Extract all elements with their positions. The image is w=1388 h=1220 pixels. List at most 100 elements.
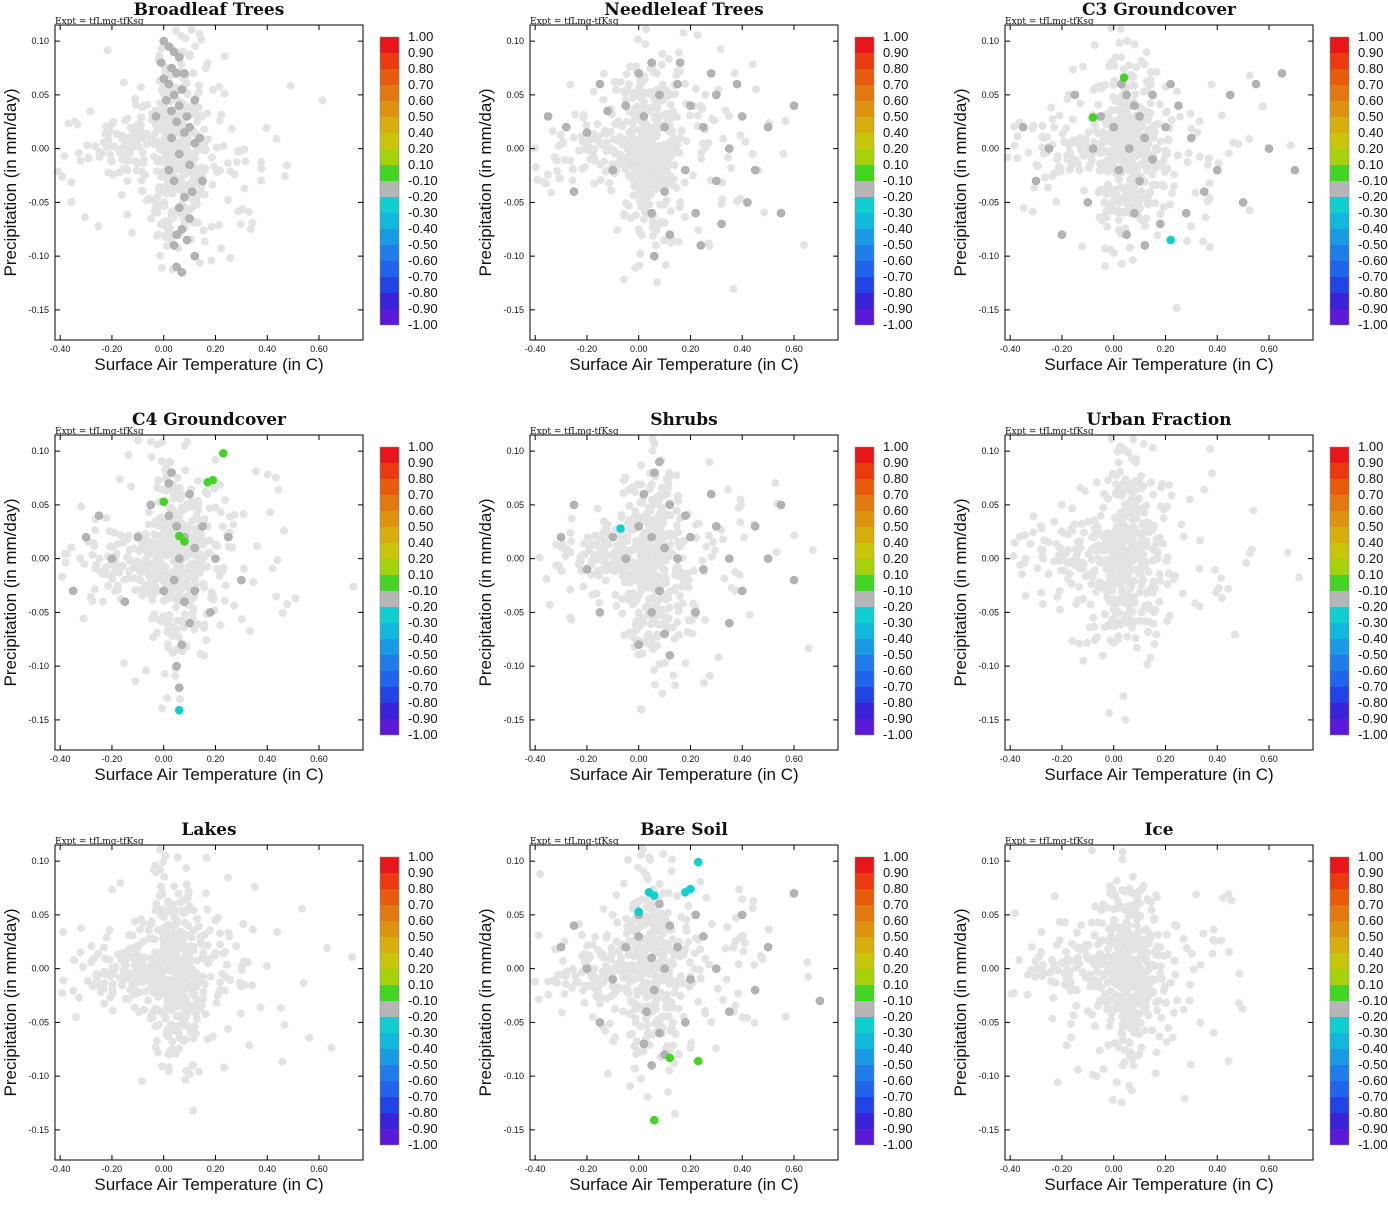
colorbar-swatch xyxy=(380,921,399,937)
colorbar-swatch xyxy=(855,133,874,149)
data-point xyxy=(676,592,684,600)
colorbar-swatch xyxy=(855,309,874,325)
data-point xyxy=(602,934,610,942)
data-point xyxy=(1141,558,1149,566)
data-point xyxy=(561,156,569,164)
data-point xyxy=(1287,141,1295,149)
colorbar-label: 0.70 xyxy=(1358,487,1383,502)
colorbar-label: -0.70 xyxy=(408,679,438,694)
data-point xyxy=(69,987,77,995)
data-point xyxy=(170,907,178,915)
colorbar-swatch xyxy=(855,479,874,495)
data-point xyxy=(177,934,185,942)
data-point xyxy=(658,50,666,58)
data-point xyxy=(1147,99,1155,107)
data-point xyxy=(86,107,94,115)
x-tick-label: 0.00 xyxy=(1105,754,1123,764)
data-point xyxy=(624,967,632,975)
data-point xyxy=(1152,630,1160,638)
colorbar-swatch xyxy=(1330,607,1349,623)
data-point xyxy=(1200,486,1208,494)
data-point xyxy=(666,1054,674,1062)
data-point xyxy=(1094,101,1102,109)
data-point xyxy=(196,650,204,658)
data-point xyxy=(674,80,682,88)
data-point xyxy=(213,542,221,550)
data-point xyxy=(220,1064,228,1072)
data-point xyxy=(274,486,282,494)
data-point xyxy=(625,502,633,510)
x-tick-label: -0.40 xyxy=(525,1164,546,1174)
colorbar-swatch xyxy=(1330,687,1349,703)
data-point xyxy=(707,490,715,498)
data-point xyxy=(1121,446,1129,454)
colorbar-label: 0.50 xyxy=(883,519,908,534)
data-point xyxy=(256,1004,264,1012)
data-point xyxy=(648,635,656,643)
data-point xyxy=(183,880,191,888)
colorbar-swatch xyxy=(380,655,399,671)
data-point xyxy=(533,176,541,184)
data-point xyxy=(156,145,164,153)
colorbar-label: -0.80 xyxy=(408,285,438,300)
colorbar-swatch xyxy=(1330,213,1349,229)
data-point xyxy=(635,522,643,530)
data-point xyxy=(673,521,681,529)
x-axis-label: Surface Air Temperature (in C) xyxy=(1044,765,1273,784)
colorbar-swatch xyxy=(1330,117,1349,133)
data-point xyxy=(176,695,184,703)
colorbar-label: 0.10 xyxy=(1358,157,1383,172)
colorbar-label: 0.70 xyxy=(883,487,908,502)
data-point xyxy=(1141,241,1149,249)
data-point xyxy=(736,571,744,579)
data-point xyxy=(118,191,126,199)
x-tick-label: 0.60 xyxy=(785,1164,803,1174)
data-point xyxy=(602,550,610,558)
data-point xyxy=(599,96,607,104)
data-point xyxy=(1011,539,1019,547)
data-point xyxy=(114,582,122,590)
data-point xyxy=(668,867,676,875)
data-point xyxy=(178,86,186,94)
data-point xyxy=(1206,243,1214,251)
data-point xyxy=(724,486,732,494)
colorbar-swatch xyxy=(1330,165,1349,181)
data-point xyxy=(59,928,67,936)
data-point xyxy=(633,1046,641,1054)
data-point xyxy=(1218,111,1226,119)
data-point xyxy=(69,587,77,595)
data-point xyxy=(676,67,684,75)
data-point xyxy=(1215,159,1223,167)
data-point xyxy=(666,922,674,930)
data-point xyxy=(583,129,591,137)
data-point xyxy=(197,36,205,44)
colorbar-swatch xyxy=(855,53,874,69)
data-point xyxy=(622,943,630,951)
colorbar-label: 0.10 xyxy=(883,567,908,582)
data-point xyxy=(733,80,741,88)
data-point xyxy=(1201,213,1209,221)
data-point xyxy=(1278,69,1286,77)
data-point xyxy=(106,543,114,551)
data-point xyxy=(642,135,650,143)
colorbar-label: -0.80 xyxy=(883,285,913,300)
data-point xyxy=(1059,130,1067,138)
data-point xyxy=(240,145,248,153)
data-point xyxy=(95,153,103,161)
data-point xyxy=(634,651,642,659)
x-tick-label: 0.40 xyxy=(258,754,276,764)
data-point xyxy=(671,1110,679,1118)
y-tick-label: -0.15 xyxy=(503,1125,524,1135)
data-point xyxy=(601,1027,609,1035)
data-point xyxy=(637,584,645,592)
colorbar-label: 0.80 xyxy=(1358,471,1383,486)
data-point xyxy=(566,81,574,89)
data-point xyxy=(676,149,684,157)
data-point xyxy=(722,944,730,952)
data-point xyxy=(298,905,306,913)
y-axis-label: Precipitation (in mm/day) xyxy=(476,498,495,686)
data-point xyxy=(168,594,176,602)
data-point xyxy=(145,508,153,516)
